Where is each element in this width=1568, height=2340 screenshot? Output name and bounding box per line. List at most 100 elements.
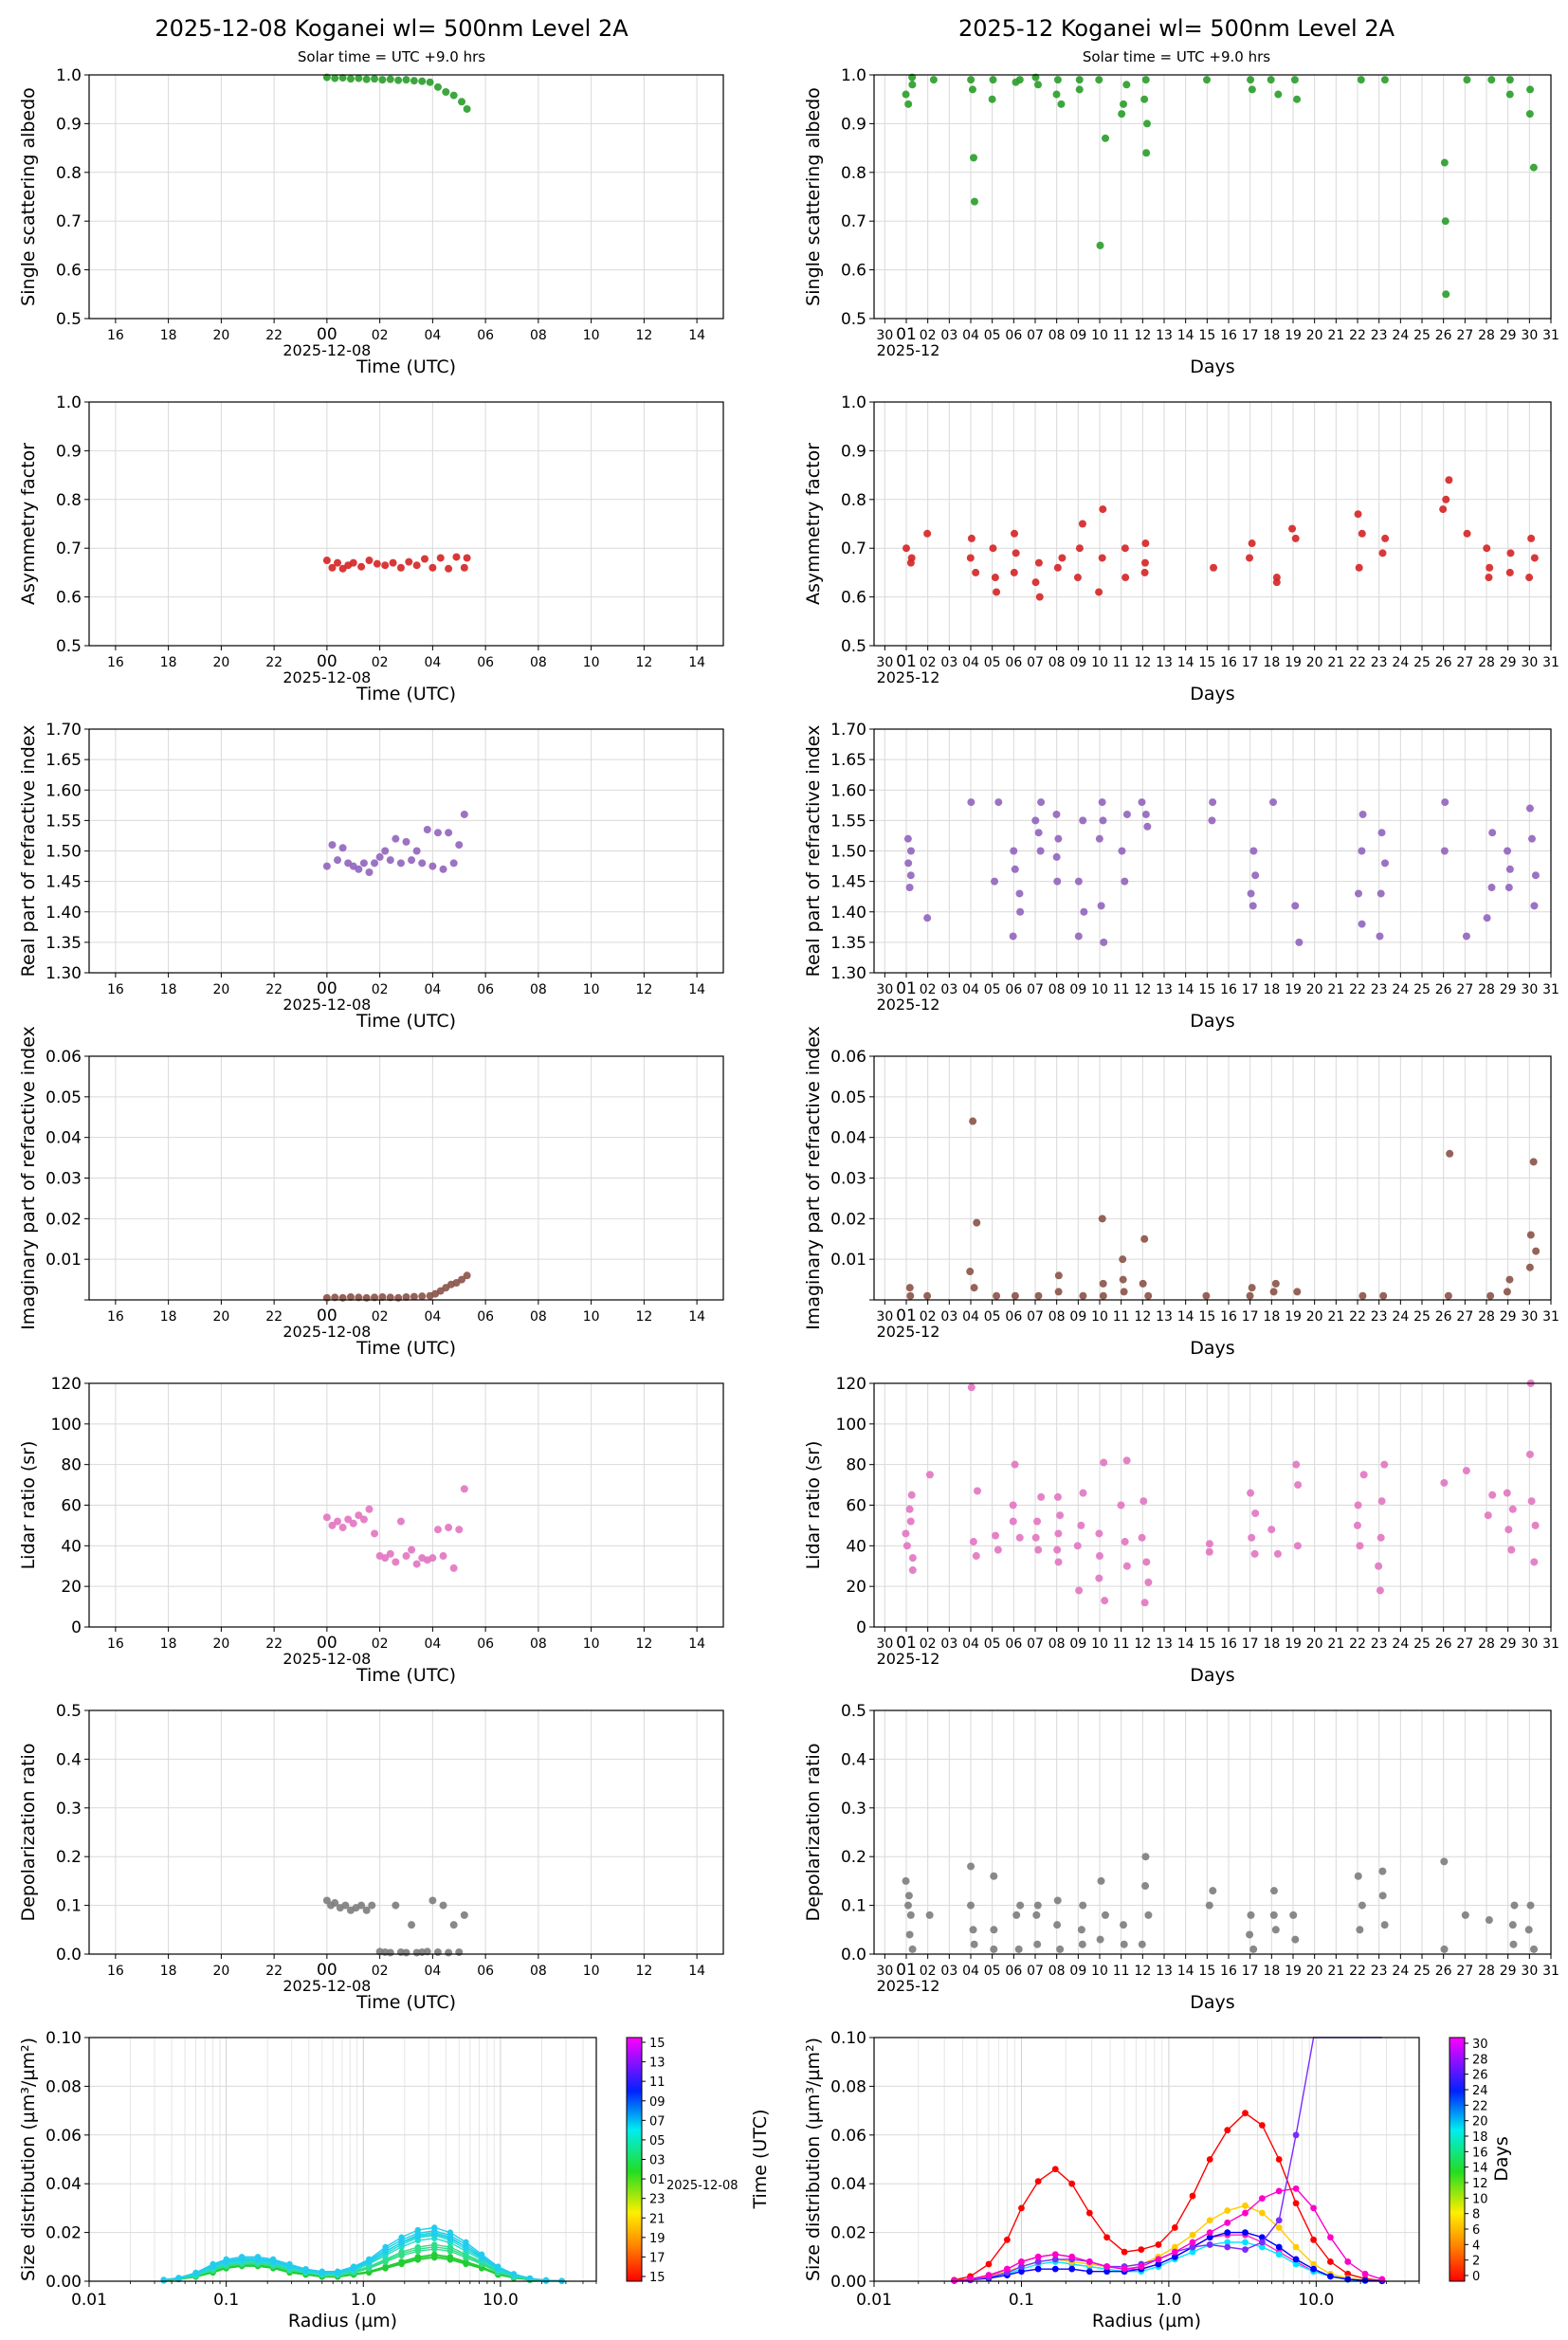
- data-point: [1526, 1901, 1535, 1910]
- y-tick-label: 1.40: [830, 904, 866, 923]
- x-tick-label: 10: [583, 982, 600, 997]
- y-tick-label: 0.03: [46, 1170, 82, 1189]
- size-point: [431, 2251, 438, 2258]
- data-point: [410, 77, 418, 85]
- data-point: [1247, 76, 1255, 84]
- x-tick-label: 29: [1500, 1636, 1517, 1652]
- x-tick-label: 23: [1371, 1964, 1388, 1979]
- data-point: [1077, 1926, 1085, 1934]
- x-tick-label: 16: [1220, 982, 1237, 997]
- size-point: [542, 2276, 550, 2284]
- cbar-tick-label: 11: [649, 2075, 665, 2090]
- x-tick-label: 08: [1048, 1964, 1066, 1979]
- data-point: [338, 1293, 347, 1302]
- size-point: [1327, 2234, 1334, 2241]
- cbar-tick-label: 15: [649, 2037, 665, 2051]
- left-ylabel-depol: Depolarization ratio: [18, 1744, 39, 1922]
- size-point: [1258, 2195, 1266, 2203]
- y-tick-label: 0.7: [841, 212, 866, 231]
- data-point: [1095, 1529, 1103, 1538]
- data-point: [1508, 1921, 1517, 1929]
- x-tick-label: 17: [1242, 1636, 1259, 1652]
- data-point: [1205, 1540, 1213, 1548]
- data-point: [1079, 1489, 1087, 1497]
- x-tick-label: 27: [1456, 1636, 1473, 1652]
- data-point: [355, 1511, 363, 1520]
- data-point: [1485, 574, 1493, 582]
- left-ylabel-asym: Asymmetry factor: [18, 443, 39, 605]
- data-point: [1138, 1940, 1146, 1948]
- size-point: [1224, 2243, 1231, 2251]
- x-tick-label: 26: [1435, 655, 1452, 670]
- data-point: [1102, 134, 1110, 142]
- data-point: [970, 197, 978, 206]
- data-point: [1053, 1896, 1062, 1905]
- x-tick-label: 1.0: [1156, 2291, 1181, 2310]
- data-point: [1034, 829, 1043, 837]
- x-tick-label: 08: [530, 328, 547, 343]
- data-point: [1463, 529, 1471, 538]
- x-tick-label: 09: [1069, 655, 1086, 670]
- x-tick-label: 12: [635, 1309, 652, 1325]
- size-point: [398, 2248, 405, 2256]
- size-point: [1310, 2260, 1317, 2268]
- data-point: [1269, 1288, 1278, 1296]
- data-point: [1054, 1271, 1063, 1280]
- size-point: [1292, 2185, 1300, 2192]
- month-label: 2025-12: [877, 341, 940, 359]
- data-point: [368, 1901, 376, 1910]
- data-point: [1503, 1489, 1511, 1497]
- data-point: [1248, 1533, 1256, 1542]
- data-point: [1073, 574, 1082, 582]
- cbar-tick-label: 20: [1472, 2115, 1488, 2130]
- data-point: [362, 75, 371, 83]
- data-point: [1380, 76, 1389, 84]
- x-tick-label: 10: [583, 1964, 600, 1979]
- data-point: [988, 95, 996, 103]
- data-point: [1144, 1291, 1153, 1300]
- x-tick-label: 15: [1198, 982, 1215, 997]
- cbar-tick-label: 01: [649, 2173, 665, 2187]
- data-point: [418, 859, 427, 868]
- data-point: [1140, 558, 1149, 567]
- data-point: [402, 1552, 410, 1561]
- data-point: [967, 1383, 975, 1392]
- x-tick-label: 27: [1456, 982, 1473, 997]
- right-xlabel: Days: [1190, 1665, 1234, 1686]
- data-point: [439, 865, 447, 873]
- y-tick-label: 1.65: [830, 751, 866, 770]
- x-tick-label: 17: [1242, 655, 1259, 670]
- cbar-tick-label: 15: [649, 2271, 665, 2285]
- data-point: [1138, 798, 1146, 807]
- x-tick-label: 14: [1177, 328, 1194, 343]
- data-point: [381, 561, 390, 570]
- data-point: [1462, 1467, 1470, 1475]
- data-point: [1012, 549, 1020, 558]
- data-point: [1140, 95, 1149, 103]
- size-point: [398, 2258, 405, 2265]
- data-point: [1380, 1460, 1389, 1469]
- data-point: [1121, 574, 1130, 582]
- x-tick-label: 15: [1198, 1636, 1215, 1652]
- data-point: [1122, 1562, 1131, 1570]
- x-tick-label: 16: [107, 1636, 124, 1652]
- x-tick-label: 22: [265, 1964, 283, 1979]
- data-point: [460, 1910, 468, 1919]
- data-point: [460, 1485, 468, 1493]
- y-tick-label: 100: [836, 1416, 866, 1435]
- x-tick-label: 10: [583, 1636, 600, 1652]
- x-tick-label: 00: [317, 1961, 337, 1980]
- data-point: [1120, 1921, 1128, 1929]
- size-point: [1034, 2253, 1042, 2260]
- data-point: [906, 558, 915, 567]
- data-point: [1138, 1533, 1146, 1542]
- data-point: [445, 829, 453, 837]
- data-point: [373, 559, 381, 568]
- x-tick-label: 30: [1521, 655, 1538, 670]
- data-point: [968, 85, 976, 94]
- size-point: [210, 2260, 216, 2268]
- y-tick-label: 1.55: [830, 812, 866, 831]
- data-point: [1073, 1542, 1082, 1550]
- data-point: [381, 1554, 390, 1563]
- size-point: [1103, 2268, 1110, 2276]
